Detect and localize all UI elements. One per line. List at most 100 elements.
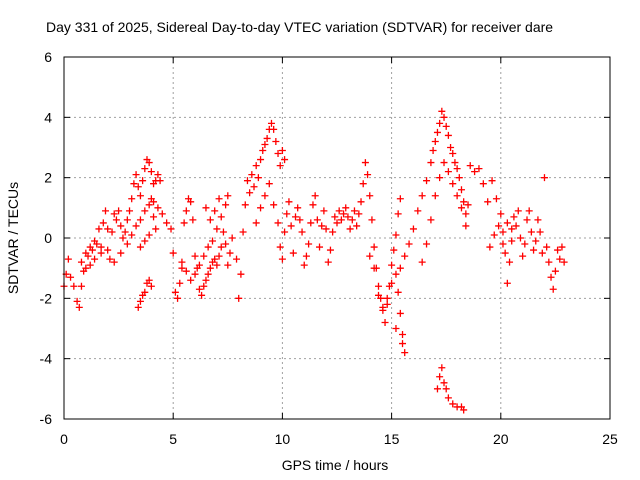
data-point [499, 240, 507, 248]
data-point [222, 201, 230, 209]
data-point [182, 267, 190, 275]
data-point [276, 243, 284, 251]
data-point [136, 297, 144, 305]
data-point [145, 231, 153, 239]
data-point [77, 282, 85, 290]
data-point [538, 249, 546, 257]
data-point [204, 243, 212, 251]
y-tick-label: -4 [40, 351, 53, 367]
data-point [178, 264, 186, 272]
data-point [326, 246, 334, 254]
data-point [405, 240, 413, 248]
data-point [250, 183, 258, 191]
data-point [335, 207, 343, 215]
data-point [123, 240, 131, 248]
data-point [202, 276, 210, 284]
data-point [466, 162, 474, 170]
data-point [248, 171, 256, 179]
data-point [187, 276, 195, 284]
data-point [119, 234, 127, 242]
data-point [84, 252, 92, 260]
data-point [302, 252, 310, 260]
data-point [158, 210, 166, 218]
data-point [296, 216, 304, 224]
data-point [523, 216, 531, 224]
data-point [283, 210, 291, 218]
data-point [75, 303, 83, 311]
x-axis-title: GPS time / hours [282, 457, 389, 473]
data-point [257, 204, 265, 212]
data-point [70, 282, 78, 290]
data-point [436, 373, 444, 381]
data-point [278, 255, 286, 263]
x-tick-label: 15 [384, 431, 400, 447]
data-point [115, 207, 123, 215]
data-point [427, 216, 435, 224]
data-point [442, 385, 450, 393]
data-point [228, 234, 236, 242]
data-point [281, 156, 289, 164]
data-point [455, 174, 463, 182]
data-point [261, 140, 269, 148]
data-point [281, 228, 289, 236]
data-point [444, 168, 452, 176]
data-point [97, 249, 105, 257]
data-point [106, 255, 114, 263]
axis-tick-labels: 0 5 10 15 20 25 -6 -4 -2 0 2 4 6 [40, 49, 618, 447]
data-point [370, 264, 378, 272]
data-point [241, 201, 249, 209]
data-point [195, 261, 203, 269]
data-point [305, 240, 313, 248]
data-point [433, 128, 441, 136]
data-point [121, 228, 129, 236]
data-point [136, 216, 144, 224]
data-point [311, 192, 319, 200]
data-point [147, 282, 155, 290]
data-point [543, 243, 551, 251]
data-point [534, 216, 542, 224]
data-point [209, 237, 217, 245]
data-point [117, 222, 125, 230]
data-point [423, 177, 431, 185]
data-points [60, 107, 568, 414]
data-point [191, 270, 199, 278]
data-point [479, 180, 487, 188]
data-point [136, 192, 144, 200]
data-point [547, 273, 555, 281]
data-point [147, 168, 155, 176]
data-point [556, 255, 564, 263]
data-point [423, 240, 431, 248]
data-point [206, 216, 214, 224]
data-point [187, 198, 195, 206]
data-point [270, 201, 278, 209]
y-axis-title: SDTVAR / TECUs [5, 182, 21, 294]
data-point [82, 264, 90, 272]
data-point [512, 222, 520, 230]
data-point [449, 180, 457, 188]
x-tick-label: 5 [169, 431, 177, 447]
data-point [495, 222, 503, 230]
data-point [215, 195, 223, 203]
data-point [433, 385, 441, 393]
y-tick-label: 6 [44, 49, 52, 65]
data-point [270, 125, 278, 133]
data-point [110, 210, 118, 218]
data-point [442, 122, 450, 130]
data-point [536, 228, 544, 236]
data-point [128, 195, 136, 203]
data-point [274, 219, 282, 227]
data-point [379, 303, 387, 311]
data-point [206, 264, 214, 272]
data-point [324, 258, 332, 266]
data-point [294, 204, 302, 212]
data-point [287, 222, 295, 230]
data-point [141, 207, 149, 215]
data-point [532, 237, 540, 245]
data-point [213, 225, 221, 233]
data-point [333, 219, 341, 227]
data-point [366, 252, 374, 260]
data-point [392, 270, 400, 278]
x-tick-label: 0 [60, 431, 68, 447]
data-point [418, 192, 426, 200]
